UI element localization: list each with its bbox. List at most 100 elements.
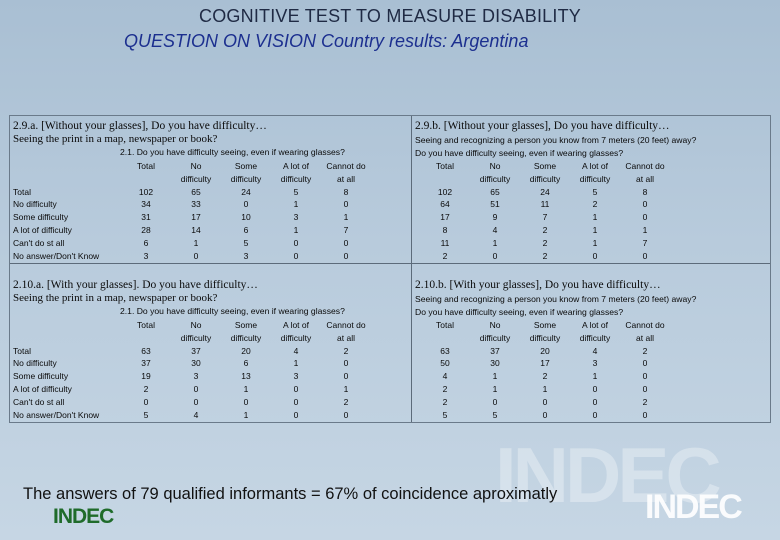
table-cell: 0 [193, 250, 199, 261]
column-header: Total [137, 161, 155, 171]
table-cell: 0 [642, 383, 648, 394]
table-cell: 6 [143, 237, 149, 248]
column-header: at all [337, 332, 355, 343]
table-cell: 3 [243, 250, 249, 261]
table-cell: 8 [343, 186, 349, 197]
table-row: 17 9 7 1 0 [415, 212, 765, 225]
table-2-9-b: Total No Some A lot of Cannot do difficulty di… [415, 161, 765, 263]
table-cell: 5 [592, 186, 598, 197]
table-cell: 0 [592, 409, 598, 420]
table-cell: 28 [141, 224, 151, 235]
column-header: Some [234, 161, 258, 171]
block-heading: 2.9.a. [Without your glasses], Do you ha… [13, 120, 267, 132]
column-header: difficulty [230, 332, 262, 343]
table-cell: 11 [440, 237, 450, 248]
table-cell: 2 [343, 345, 349, 356]
column-header: No [489, 161, 501, 171]
column-header: A lot of [283, 161, 309, 171]
table-cell: 0 [642, 212, 648, 223]
column-header: difficulty [479, 332, 511, 343]
table-cell: 0 [343, 250, 349, 261]
column-header: difficulty [280, 173, 312, 184]
block-subheading: Seeing and recognizing a person you know… [415, 135, 697, 145]
row-label: Can't do st all [13, 237, 65, 248]
table-row: Some difficulty 31 17 10 3 1 [13, 212, 403, 225]
table-cell: 65 [191, 186, 201, 197]
table-row: 64 51 11 2 0 [415, 199, 765, 212]
table-cell: 0 [592, 396, 598, 407]
table-cell: 1 [293, 358, 299, 369]
table-cell: 0 [592, 383, 598, 394]
table-cell: 0 [642, 358, 648, 369]
table-cell: 5 [492, 409, 498, 420]
table-cell: 0 [293, 383, 299, 394]
page-title: COGNITIVE TEST TO MEASURE DISABILITY [199, 6, 581, 26]
table-cell: 34 [141, 199, 151, 210]
column-header: difficulty [280, 332, 312, 343]
block-heading: 2.10.b. [With your glasses], Do you have… [415, 279, 661, 291]
table-cell: 0 [642, 409, 648, 420]
table-header-row: difficulty difficulty difficulty at all [415, 333, 765, 346]
panel-divider-horizontal [10, 263, 770, 264]
block-subheading: Seeing the print in a map, newspaper or … [13, 133, 218, 145]
table-cell: 0 [343, 237, 349, 248]
table-cell: 17 [191, 212, 201, 223]
block-2-9-a: 2.9.a. [Without your glasses], Do you ha… [13, 120, 267, 146]
table-cell: 4 [442, 371, 448, 382]
column-header: A lot of [582, 320, 608, 330]
block-heading: 2.10.a. [With your glasses]. Do you have… [13, 279, 258, 291]
table-header-row: difficulty difficulty difficulty at all [13, 333, 403, 346]
table-cell: 51 [490, 199, 500, 210]
table-cell: 31 [141, 212, 151, 223]
table-cell: 1 [243, 383, 249, 394]
table-cell: 0 [293, 250, 299, 261]
table-cell: 14 [191, 224, 201, 235]
table-cell: 17 [440, 212, 450, 223]
table-cell: 1 [592, 237, 598, 248]
table-cell: 0 [542, 396, 548, 407]
block-subheading: Seeing and recognizing a person you know… [415, 294, 697, 304]
indec-logo-watermark: INDEC [645, 488, 743, 526]
table-cell: 4 [193, 409, 199, 420]
table-row: 63 37 20 4 2 [415, 346, 765, 359]
table-cell: 37 [191, 345, 201, 356]
table-row: No answer/Don't Know 3 0 3 0 0 [13, 251, 403, 264]
table-cell: 1 [492, 237, 498, 248]
indec-watermark: INDEC [495, 431, 722, 519]
table-row: 50 30 17 3 0 [415, 358, 765, 371]
table-cell: 10 [241, 212, 251, 223]
table-cell: 5 [243, 237, 249, 248]
table-cell: 102 [138, 186, 154, 197]
row-label: Some difficulty [13, 212, 69, 223]
table-cell: 0 [343, 199, 349, 210]
row-label: No difficulty [13, 358, 57, 369]
table-cell: 0 [343, 409, 349, 420]
table-cell: 0 [193, 383, 199, 394]
column-header: Cannot do [625, 320, 665, 330]
column-header: Cannot do [326, 161, 366, 171]
table-row: A lot of difficulty 2 0 1 0 1 [13, 384, 403, 397]
table-cell: 63 [141, 345, 151, 356]
question-text: Do you have difficulty seeing, even if w… [415, 148, 624, 158]
table-cell: 1 [243, 409, 249, 420]
row-label: Can't do st all [13, 396, 65, 407]
table-cell: 5 [442, 409, 448, 420]
column-header: at all [636, 173, 654, 184]
question-text: 2.1. Do you have difficulty seeing, even… [120, 147, 345, 157]
table-cell: 2 [343, 396, 349, 407]
table-cell: 30 [191, 358, 201, 369]
column-header: No [190, 320, 202, 330]
table-cell: 1 [642, 224, 648, 235]
table-cell: 0 [293, 237, 299, 248]
row-label: Total [13, 186, 31, 197]
table-2-10-a: Total No Some A lot of Cannot do difficulty di… [13, 320, 403, 422]
table-cell: 2 [542, 250, 548, 261]
block-2-10-b: 2.10.b. [With your glasses], Do you have… [415, 279, 696, 319]
table-row: 11 1 2 1 7 [415, 238, 765, 251]
table-cell: 1 [592, 212, 598, 223]
table-row: Total 63 37 20 4 2 [13, 346, 403, 359]
column-header: at all [337, 173, 355, 184]
table-cell: 1 [293, 199, 299, 210]
block-2-10-a: 2.10.a. [With your glasses]. Do you have… [13, 279, 258, 305]
table-cell: 5 [293, 186, 299, 197]
